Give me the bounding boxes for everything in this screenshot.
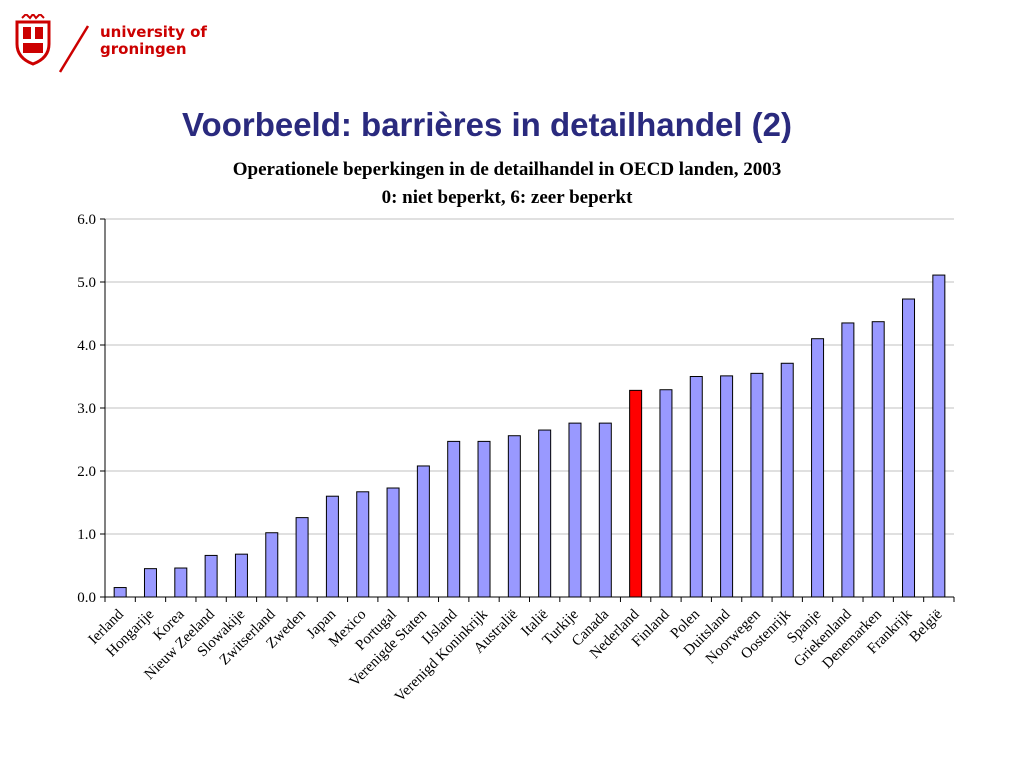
bar-nieuw-zeeland (204, 554, 218, 598)
y-tick-label: 0.0 (77, 590, 96, 606)
bar-zweden (295, 517, 309, 598)
chart-subtitle: 0: niet beperkt, 6: zeer beperkt (381, 187, 633, 208)
bar-belgi- (932, 274, 946, 598)
bar-oostenrijk (780, 362, 794, 598)
bar-korea (174, 567, 188, 598)
bar-turkije (568, 422, 582, 598)
bar-finland (659, 389, 673, 598)
bar-ijsland (447, 440, 461, 598)
y-tick-label: 4.0 (77, 338, 96, 354)
bar-portugal (386, 487, 400, 598)
university-logo: university of groningen (14, 14, 214, 74)
y-tick-label: 2.0 (77, 464, 96, 480)
bar-ierland (113, 587, 127, 598)
bar-polen (689, 376, 703, 598)
bar-mexico (356, 491, 370, 598)
y-tick-label: 6.0 (77, 212, 96, 228)
chart-title: Operationele beperkingen in de detailhan… (232, 159, 782, 180)
bar-zwitserland (265, 532, 279, 598)
bar-denemarken (871, 321, 885, 598)
logo-line-2: groningen (100, 40, 187, 58)
bar-spanje (811, 338, 825, 598)
bar-canada (598, 422, 612, 598)
bar-duitsland (720, 375, 734, 598)
bar-japan (325, 495, 339, 598)
bar-itali- (538, 429, 552, 598)
shield-crest-icon (15, 14, 51, 66)
logo-slash-icon (58, 25, 90, 73)
bar-frankrijk (902, 298, 916, 598)
bar-verenigde-staten (416, 465, 430, 598)
bar-nederland (629, 389, 643, 598)
bar-slowakije (234, 553, 248, 598)
chart-title-block: Operationele beperkingen in de detailhan… (0, 156, 1014, 212)
logo-text: university of groningen (100, 24, 207, 58)
bar-griekenland (841, 322, 855, 598)
slide-title: Voorbeeld: barrières in detailhandel (2) (181, 106, 793, 143)
bar-australi- (507, 435, 521, 598)
y-tick-label: 1.0 (77, 527, 96, 543)
bar-verenigd-koninkrijk (477, 440, 491, 598)
bar-noorwegen (750, 372, 764, 598)
x-tick-label: België (907, 606, 946, 645)
y-tick-label: 3.0 (77, 401, 96, 417)
logo-line-1: university of (100, 23, 207, 41)
y-tick-label: 5.0 (77, 275, 96, 291)
bar-hongarije (143, 568, 157, 598)
